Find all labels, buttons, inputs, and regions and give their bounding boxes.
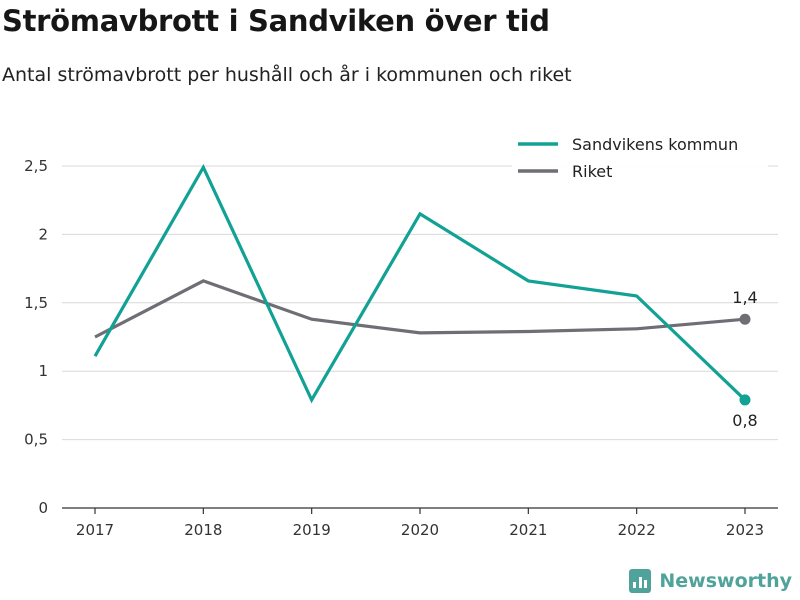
series-lines: [93, 163, 751, 406]
chart-title: Strömavbrott i Sandviken över tid: [2, 4, 550, 38]
series-line: [93, 163, 747, 404]
y-tick-label: 1,5: [24, 294, 48, 312]
x-axis: 2017 2018 2019 2020 2021 2022 2023: [62, 507, 778, 539]
end-value-label: 0,8: [732, 411, 757, 430]
y-tick-label: 2,5: [24, 157, 48, 175]
x-tick-label: 2020: [401, 521, 439, 539]
y-axis-ticks: 0 0,5 1 1,5 2 2,5: [24, 157, 48, 517]
end-value-label: 1,4: [732, 288, 757, 307]
series-line: [94, 279, 746, 339]
bar-chart-logo-icon: [629, 569, 652, 593]
y-tick-label: 0,5: [24, 431, 48, 449]
end-point-marker: [739, 394, 751, 406]
brand-logo: Newsworthy: [629, 568, 792, 594]
legend-label: Sandvikens kommun: [572, 135, 738, 154]
y-tick-label: 0: [38, 499, 48, 517]
x-tick-label: 2019: [293, 521, 331, 539]
end-point-marker: [739, 313, 751, 325]
x-tick-label: 2018: [184, 521, 222, 539]
y-tick-label: 1: [38, 362, 48, 380]
legend-label: Riket: [572, 162, 612, 181]
gridlines: [62, 165, 778, 441]
x-tick-label: 2017: [76, 521, 114, 539]
chart-subtitle: Antal strömavbrott per hushåll och år i …: [2, 64, 572, 86]
x-tick-label: 2022: [618, 521, 656, 539]
y-tick-label: 2: [38, 225, 48, 243]
legend: Sandvikens kommun Riket: [512, 128, 768, 184]
brand-name: Newsworthy: [659, 570, 792, 592]
x-tick-label: 2021: [509, 521, 547, 539]
legend-background: [512, 128, 768, 184]
end-labels: 1,4 0,8: [732, 288, 757, 430]
x-tick-label: 2023: [726, 521, 764, 539]
